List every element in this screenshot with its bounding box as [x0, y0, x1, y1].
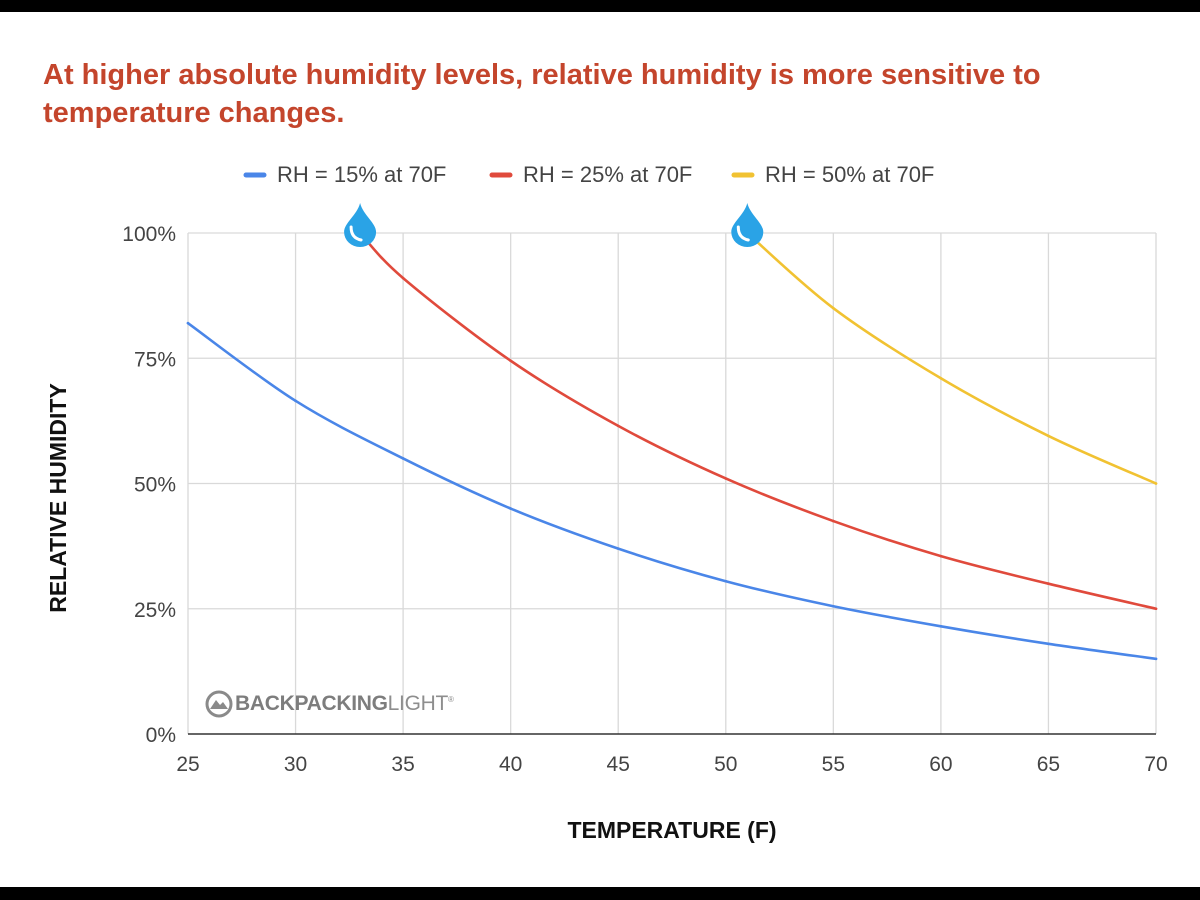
x-axis-label: TEMPERATURE (F) — [567, 817, 776, 843]
series-line-2 — [358, 231, 1158, 611]
legend-label[interactable]: RH = 15% at 70F — [277, 162, 446, 187]
x-tick-label: 70 — [1144, 753, 1167, 776]
top-frame-bar — [0, 0, 1200, 12]
x-tick-label: 30 — [284, 753, 307, 776]
data-point — [832, 519, 835, 523]
x-tick-label: 40 — [499, 753, 522, 776]
y-tick-label: 25% — [134, 599, 176, 622]
y-axis-ticks: 0% 25% 50% 75% 100% — [122, 223, 176, 747]
data-point — [401, 457, 405, 460]
data-point — [939, 376, 943, 380]
data-point — [1047, 582, 1050, 585]
data-point — [1154, 607, 1158, 611]
bottom-frame-bar — [0, 887, 1200, 900]
data-point — [724, 579, 728, 583]
x-tick-label: 60 — [929, 753, 952, 776]
x-tick-label: 50 — [714, 753, 737, 776]
series-lines — [186, 231, 1158, 661]
water-drop-icon — [731, 203, 764, 247]
x-tick-label: 45 — [607, 753, 630, 776]
data-point — [832, 604, 835, 608]
data-point — [1047, 434, 1050, 438]
legend[interactable]: RH = 15% at 70F RH = 25% at 70F RH = 50% a… — [243, 162, 934, 187]
y-axis-label: RELATIVE HUMIDITY — [45, 383, 71, 613]
data-point — [939, 554, 943, 558]
data-point — [616, 547, 620, 550]
x-axis-ticks: 25 30 35 40 45 50 55 60 65 70 — [176, 753, 1167, 776]
chart-title: At higher absolute humidity levels, rela… — [43, 59, 1041, 129]
data-point — [509, 359, 512, 363]
data-point — [509, 507, 512, 510]
grid-lines — [187, 232, 1157, 735]
data-point — [939, 624, 943, 628]
y-tick-label: 100% — [122, 223, 176, 246]
drop-markers — [344, 203, 764, 247]
x-tick-label: 55 — [822, 753, 845, 776]
x-tick-label: 65 — [1037, 753, 1060, 776]
series-line-1 — [186, 321, 1158, 661]
data-point — [1154, 482, 1158, 485]
y-tick-label: 75% — [134, 348, 176, 371]
y-tick-label: 0% — [146, 724, 176, 747]
backpackinglight-logo: BACKPACKINGLIGHT® — [205, 689, 454, 719]
y-tick-label: 50% — [134, 474, 176, 497]
x-tick-label: 35 — [391, 753, 414, 776]
legend-label[interactable]: RH = 50% at 70F — [765, 162, 934, 187]
data-point — [1047, 642, 1050, 646]
data-point — [724, 477, 728, 480]
data-point — [1154, 657, 1158, 661]
legend-label[interactable]: RH = 25% at 70F — [523, 162, 692, 187]
x-tick-label: 25 — [176, 753, 199, 776]
data-point — [832, 306, 835, 310]
water-drop-icon — [344, 203, 377, 247]
logo-wordmark: BACKPACKINGLIGHT® — [235, 692, 454, 715]
logo-mountain-icon — [205, 690, 233, 718]
data-point — [401, 276, 405, 280]
data-point — [186, 321, 190, 325]
data-point — [294, 399, 297, 403]
data-point — [616, 424, 620, 428]
